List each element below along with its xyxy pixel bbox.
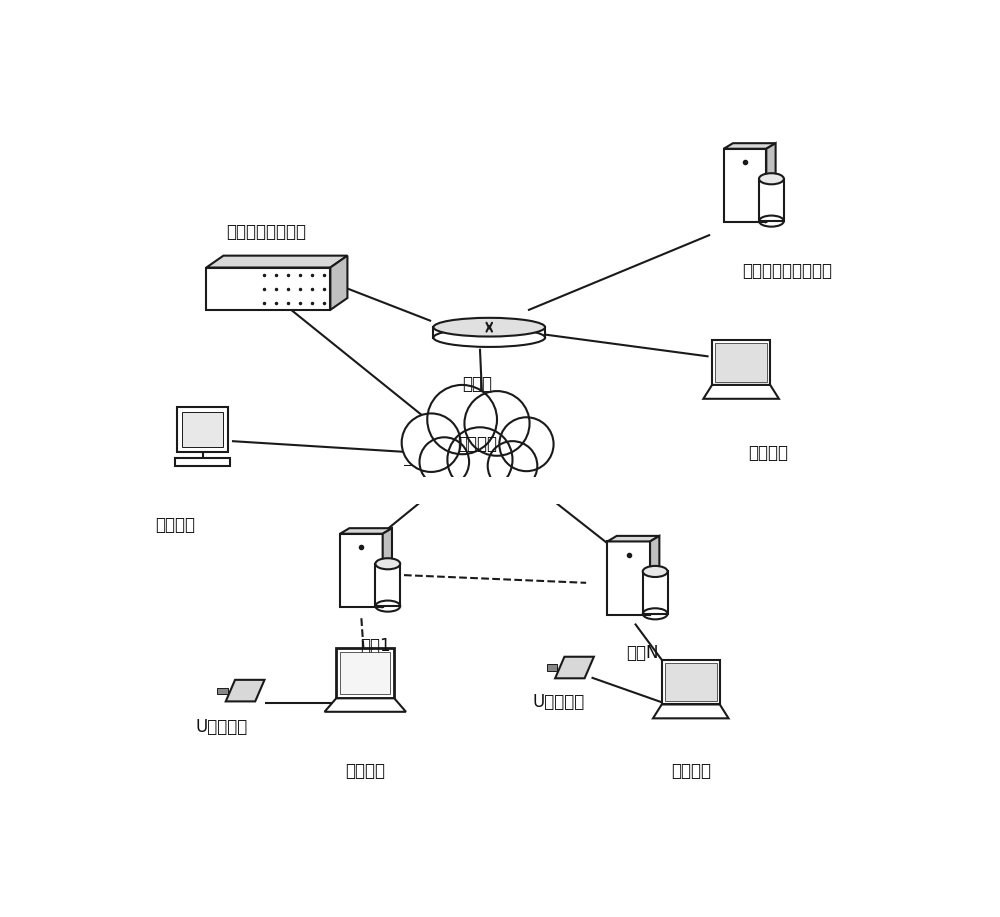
Text: 路由器: 路由器: [463, 375, 493, 392]
Polygon shape: [607, 536, 659, 541]
Ellipse shape: [433, 318, 545, 337]
Bar: [607, 541, 650, 614]
Bar: [665, 663, 717, 702]
Polygon shape: [383, 528, 392, 607]
Bar: [388, 478, 559, 504]
Circle shape: [464, 391, 530, 456]
Ellipse shape: [759, 173, 784, 184]
Bar: [715, 343, 767, 381]
Polygon shape: [650, 536, 659, 614]
Bar: [547, 665, 557, 670]
Text: 用户窗口: 用户窗口: [671, 762, 711, 780]
Text: 管理窗口: 管理窗口: [748, 444, 788, 462]
Text: 部门1: 部门1: [360, 636, 391, 655]
Text: U盘隔离器: U盘隔离器: [533, 693, 585, 711]
Bar: [182, 412, 223, 447]
Bar: [712, 340, 770, 385]
Bar: [175, 458, 230, 466]
Circle shape: [499, 417, 554, 471]
Ellipse shape: [433, 328, 545, 347]
Bar: [340, 534, 383, 607]
Circle shape: [402, 414, 461, 472]
Polygon shape: [724, 143, 776, 149]
Text: U盘隔离器: U盘隔离器: [196, 718, 248, 736]
Bar: [759, 179, 784, 221]
Circle shape: [427, 385, 497, 454]
Polygon shape: [330, 256, 347, 310]
Polygon shape: [226, 679, 264, 702]
Polygon shape: [325, 699, 406, 712]
Polygon shape: [555, 657, 594, 679]
Circle shape: [488, 441, 537, 491]
Polygon shape: [703, 385, 779, 399]
Bar: [336, 648, 394, 699]
Bar: [643, 571, 668, 613]
Polygon shape: [766, 143, 776, 222]
Polygon shape: [206, 256, 347, 268]
Bar: [724, 149, 766, 222]
Text: 管理窗口: 管理窗口: [155, 516, 195, 534]
Polygon shape: [340, 528, 392, 534]
Ellipse shape: [643, 566, 668, 577]
Bar: [375, 564, 400, 606]
Bar: [177, 407, 228, 452]
Bar: [388, 466, 559, 504]
Text: 监控管理系统服务器: 监控管理系统服务器: [743, 261, 833, 280]
Circle shape: [420, 437, 469, 487]
Text: 用户窗口: 用户窗口: [345, 762, 385, 780]
Ellipse shape: [375, 558, 400, 569]
Text: 省、市级信息中心: 省、市级信息中心: [226, 223, 306, 241]
Bar: [340, 652, 390, 694]
Text: 部门N: 部门N: [626, 645, 659, 662]
Bar: [206, 268, 330, 310]
Polygon shape: [653, 704, 729, 718]
Bar: [662, 660, 720, 704]
Bar: [433, 327, 545, 337]
Text: 内部专网: 内部专网: [458, 436, 498, 453]
Bar: [217, 688, 228, 693]
Circle shape: [447, 427, 512, 492]
